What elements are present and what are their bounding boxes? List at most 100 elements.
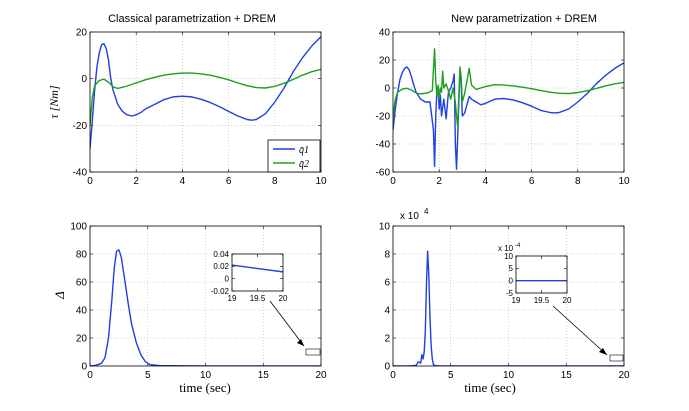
y-tick-label: 20	[76, 28, 88, 39]
inset-yscale-label: x 10 -4	[498, 243, 521, 253]
x-tick-label: 20	[279, 294, 288, 303]
x-tick-label: 6	[226, 176, 232, 187]
inset-bottom-right: 19 19.5 20 -5 0 5 10	[504, 252, 572, 305]
x-tick-label: 8	[272, 176, 278, 187]
inset-bottom-left: 19 19.5 20 -0.02 0 0.02 0.04	[211, 250, 288, 303]
x-tick-label: 10	[618, 176, 630, 187]
plot-area	[393, 32, 624, 172]
panel-top-left: 0 2 4 6 8 10 -40 -20 0 20	[73, 28, 327, 188]
y-tick-label: 4	[384, 306, 390, 317]
legend-label-q2: q̄2	[299, 159, 309, 170]
x-tick-label: 19	[228, 294, 237, 303]
panel-title-top-right: New parametrization + DREM	[451, 13, 597, 25]
legend: q̄1 q̄2	[267, 139, 321, 173]
y-tick-label: 0	[81, 362, 87, 373]
axes-frame	[515, 255, 568, 294]
x-tick-label: 19.5	[534, 296, 550, 305]
axes-frame	[89, 225, 322, 367]
ylabel-torque: τ [Nm]	[47, 85, 61, 119]
panel-bottom-left: 0 5 10 15 20 0 20 40 60 80 100	[70, 222, 327, 382]
y-tick-label: 40	[379, 28, 391, 39]
x-tick-label: 6	[529, 176, 535, 187]
y-tick-label: -60	[376, 168, 391, 179]
zoom-box-left	[305, 348, 321, 356]
y-tick-label: -40	[376, 140, 391, 151]
x-tick-label: 19.5	[250, 294, 266, 303]
zoom-arrowhead-left	[297, 339, 304, 346]
zoom-annotation-left	[269, 300, 321, 356]
axes-frame	[392, 225, 625, 367]
x-tick-label: 15	[561, 370, 573, 381]
x-tick-label: 4	[180, 176, 186, 187]
x-tick-label: 8	[575, 176, 581, 187]
series-line-1	[90, 36, 321, 149]
ylabel-delta: Δ	[52, 291, 67, 300]
series-line-2	[90, 68, 321, 126]
x-tick-label: 20	[618, 370, 630, 381]
x-tick-label: 5	[448, 370, 454, 381]
axes-frame	[89, 31, 322, 173]
y-tick-label: 0	[384, 84, 390, 95]
panel-bottom-right: 0 5 10 15 20 0 2 4 6 8 10	[379, 222, 630, 382]
y-tick-label: 0	[225, 274, 230, 283]
x-tick-label: 10	[200, 370, 212, 381]
y-tick-label: 40	[76, 306, 88, 317]
y-tick-label: -40	[73, 168, 88, 179]
x-tick-label: 19	[512, 296, 521, 305]
legend-label-q1: q̄1	[299, 145, 309, 156]
y-tick-label: 80	[76, 250, 88, 261]
series-line-2	[393, 48, 624, 128]
x-tick-label: 10	[503, 370, 515, 381]
zoom-arrow-right	[552, 305, 608, 356]
y-tick-label: 2	[384, 334, 390, 345]
y-tick-label: 10	[379, 222, 391, 233]
yscale-label-bottom-right: x 10 4	[400, 207, 429, 222]
y-tick-label: 20	[379, 56, 391, 67]
y-tick-label: 10	[504, 252, 513, 261]
y-tick-label: 8	[384, 250, 390, 261]
y-tick-label: -5	[506, 289, 514, 298]
zoom-box-right	[609, 354, 624, 362]
panel-top-right: 0 2 4 6 8 10 -60 -40 -20 0 20 40	[376, 28, 630, 188]
y-tick-label: 0	[81, 74, 87, 85]
panel-title-top-left: Classical parametrization + DREM	[108, 13, 276, 25]
x-tick-label: 0	[87, 176, 93, 187]
x-tick-label: 2	[436, 176, 442, 187]
plot-area	[232, 254, 283, 291]
y-tick-label: 20	[76, 334, 88, 345]
y-tick-label: 100	[70, 222, 87, 233]
x-tick-label: 4	[483, 176, 489, 187]
zoom-arrowhead-right	[599, 348, 607, 355]
zoom-annotation-right	[552, 305, 624, 362]
svg-text:x 10: x 10	[498, 244, 514, 253]
axes-frame	[231, 253, 284, 292]
y-tick-label: 0.04	[213, 250, 229, 259]
x-tick-label: 10	[315, 176, 327, 187]
svg-text:4: 4	[424, 207, 429, 216]
y-tick-label: 60	[76, 278, 88, 289]
zoom-arrow-left	[269, 300, 305, 347]
x-tick-label: 20	[315, 370, 327, 381]
svg-text:-4: -4	[515, 243, 521, 249]
y-tick-label: -0.02	[211, 287, 230, 296]
series-line-1	[393, 62, 624, 170]
xlabel-bottom-right: time (sec)	[464, 380, 516, 395]
plot-area	[516, 256, 567, 293]
y-tick-label: 6	[384, 278, 390, 289]
x-tick-label: 0	[87, 370, 93, 381]
x-tick-label: 5	[145, 370, 151, 381]
y-tick-label: 0.02	[213, 262, 229, 271]
y-tick-label: 5	[509, 264, 514, 273]
xlabel-bottom-left: time (sec)	[179, 380, 231, 395]
axes-frame	[392, 31, 625, 173]
y-tick-label: -20	[73, 121, 88, 132]
y-tick-label: 0	[384, 362, 390, 373]
x-tick-label: 0	[390, 176, 396, 187]
series-line-1	[232, 264, 283, 273]
x-tick-label: 20	[563, 296, 572, 305]
svg-text:x 10: x 10	[400, 211, 419, 222]
x-tick-label: 0	[390, 370, 396, 381]
x-tick-label: 15	[258, 370, 270, 381]
x-tick-label: 2	[133, 176, 139, 187]
